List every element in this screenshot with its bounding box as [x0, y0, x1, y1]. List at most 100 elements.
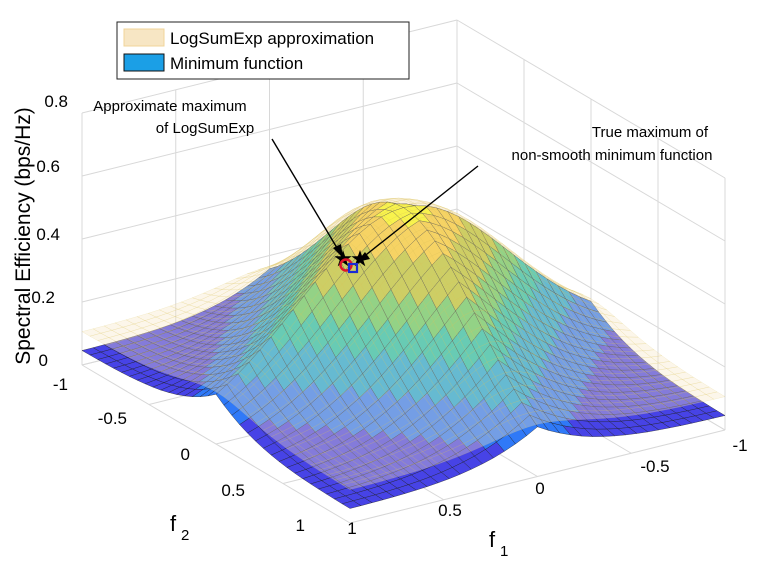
- surface-cell-logsumexp: [277, 290, 297, 307]
- surface-cell-logsumexp: [365, 203, 386, 212]
- surface-cell-logsumexp: [437, 226, 458, 241]
- surface-cell-logsumexp: [176, 370, 196, 380]
- surface-cell-logsumexp: [286, 338, 306, 363]
- surface-cell-logsumexp: [360, 271, 381, 300]
- surface-cell-logsumexp: [529, 270, 549, 291]
- surface-cell-logsumexp: [187, 323, 207, 332]
- surface-cell-logsumexp: [338, 210, 358, 225]
- surface-cell-logsumexp: [567, 366, 587, 380]
- surface-cell-logsumexp: [556, 363, 576, 378]
- surface-cell-logsumexp: [587, 347, 608, 359]
- surface-cell-logsumexp: [244, 269, 264, 278]
- surface-cell-logsumexp: [289, 313, 310, 339]
- surface-cell-logsumexp: [264, 263, 284, 278]
- surface-cell-logsumexp: [469, 220, 489, 235]
- surface-cell-logsumexp: [433, 309, 453, 337]
- surface-cell-logsumexp: [163, 316, 184, 325]
- surface-cell-logsumexp: [667, 386, 688, 395]
- surface-cell-logsumexp: [376, 301, 396, 331]
- surface-cell-logsumexp: [242, 314, 262, 330]
- surface-cell-logsumexp: [672, 399, 693, 407]
- surface-cell-logsumexp: [516, 296, 537, 320]
- surface-cell-logsumexp: [499, 304, 519, 328]
- surface-cell-logsumexp: [165, 334, 185, 342]
- surface-cell-logsumexp: [267, 258, 287, 272]
- surface-cell-logsumexp: [362, 210, 382, 222]
- surface-cell-logsumexp: [452, 315, 472, 341]
- surface-cell-logsumexp: [623, 343, 644, 352]
- y-axis-label-subscript: 2: [181, 527, 189, 544]
- surface-cell-logsumexp: [428, 417, 448, 434]
- surface-cell-logsumexp: [332, 227, 352, 241]
- surface-cell-logsumexp: [650, 403, 671, 412]
- grid-line: [81, 364, 351, 524]
- surface-cell-logsumexp: [636, 364, 656, 372]
- surface-cell-logsumexp: [548, 351, 568, 368]
- surface-cell-logsumexp: [511, 344, 532, 364]
- surface-cell-logsumexp: [501, 266, 521, 290]
- surface-cell-logsumexp: [480, 227, 500, 244]
- surface-cell-logsumexp: [206, 355, 226, 366]
- surface-cell-logsumexp: [562, 348, 582, 363]
- surface-cell-logsumexp: [152, 363, 173, 372]
- surface-cell-logsumexp: [202, 325, 223, 334]
- surface-cell-logsumexp: [552, 309, 573, 328]
- surface-cell-logsumexp: [705, 391, 726, 400]
- surface-cell-logsumexp: [286, 244, 306, 259]
- surface-cell-logsumexp: [266, 260, 286, 268]
- surface-cell-logsumexp: [445, 365, 466, 390]
- surface-cell-logsumexp: [359, 368, 379, 392]
- surface-cell-logsumexp: [250, 281, 270, 295]
- surface-cell-logsumexp: [617, 408, 638, 417]
- surface-cell-logsumexp: [516, 371, 537, 387]
- surface-cell-logsumexp: [171, 360, 192, 369]
- x-tick-label: 1: [347, 519, 356, 538]
- surface-cell-logsumexp: [370, 356, 390, 382]
- surface-cell-logsumexp: [302, 231, 322, 248]
- surface-cell-logsumexp: [271, 255, 291, 267]
- x-axis-label-subscript: 1: [500, 543, 508, 560]
- surface-cell-logsumexp: [697, 386, 718, 395]
- legend-swatch-logsumexp: [123, 28, 165, 47]
- surface-cell-logsumexp: [617, 358, 638, 367]
- surface-cell-logsumexp: [625, 365, 645, 373]
- surface-cell-logsumexp: [202, 288, 223, 296]
- surface-cell-logsumexp: [283, 270, 303, 290]
- surface-cell-logsumexp: [502, 386, 522, 404]
- surface-cell-logsumexp: [275, 275, 295, 295]
- surface-cell-logsumexp: [644, 370, 664, 378]
- surface-cell-logsumexp: [261, 270, 281, 285]
- surface-cell-logsumexp: [278, 268, 299, 288]
- surface-cell-logsumexp: [242, 384, 262, 402]
- surface-cell-logsumexp: [278, 250, 298, 264]
- surface-cell-logsumexp: [236, 271, 256, 279]
- surface-cell-logsumexp: [307, 395, 327, 414]
- surface-cell-logsumexp: [256, 267, 276, 281]
- surface-cell-logsumexp: [376, 199, 397, 206]
- surface-cell-logsumexp: [169, 343, 190, 352]
- surface-cell-logsumexp: [527, 372, 548, 389]
- annotation-approx-arrow: [271, 138, 344, 259]
- surface-cell-logsumexp: [326, 213, 346, 230]
- surface-cell-logsumexp: [620, 401, 641, 409]
- surface-cell-logsumexp: [431, 398, 452, 418]
- surface-cell-logsumexp: [533, 354, 554, 372]
- surface-cell-logsumexp: [185, 347, 206, 356]
- surface-cell-logsumexp: [234, 376, 255, 395]
- surface-cell-logsumexp: [274, 304, 294, 322]
- surface-cell-logsumexp: [508, 356, 529, 374]
- surface-cell-logsumexp: [543, 398, 564, 411]
- surface-cell-logsumexp: [521, 259, 541, 279]
- surface-cell-logsumexp: [136, 313, 157, 321]
- surface-cell-logsumexp: [486, 265, 507, 290]
- surface-cell-logsumexp: [330, 284, 351, 313]
- surface-cell-logsumexp: [652, 375, 672, 384]
- surface-cell-logsumexp: [346, 312, 366, 342]
- surface-cell-logsumexp: [297, 325, 318, 351]
- surface-cell-logsumexp: [261, 383, 281, 402]
- x-axis-label-main: f: [489, 527, 496, 552]
- surface-cell-logsumexp: [239, 291, 259, 304]
- surface-cell-logsumexp: [230, 313, 250, 326]
- surface-cell-logsumexp: [281, 260, 302, 280]
